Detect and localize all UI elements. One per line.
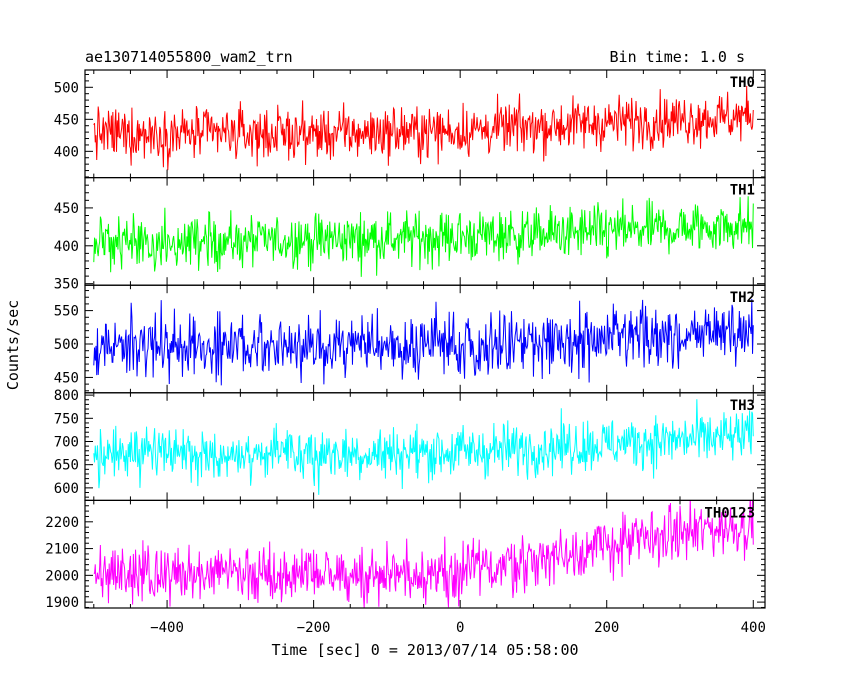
panel-th0: 400 450 500 TH0 [54, 69, 766, 179]
x-axis-tick-labels: −400 −200 0 200 400 [150, 620, 766, 636]
chart-title-left: ae130714055800_wam2_trn [85, 48, 293, 66]
series-line-th1 [93, 196, 754, 277]
y-tick-label: 750 [54, 411, 79, 427]
panel-th2: 450 500 550 TH2 [54, 284, 766, 394]
y-tick-label: 500 [54, 80, 79, 96]
x-axis-label: Time [sec] 0 = 2013/07/14 05:58:00 [271, 641, 578, 659]
series-label-th1: TH1 [730, 183, 755, 199]
series-label-th0: TH0 [730, 75, 755, 91]
x-tick-label: 400 [741, 620, 766, 636]
series-label-th0123: TH0123 [704, 505, 755, 521]
series-label-th3: TH3 [730, 398, 755, 414]
y-tick-label: 700 [54, 434, 79, 450]
x-tick-label: 200 [594, 620, 619, 636]
y-axis-label: Counts/sec [4, 300, 22, 390]
series-line-th3 [93, 399, 754, 495]
series-line-th2 [93, 298, 754, 386]
chart-title-right: Bin time: 1.0 s [610, 48, 745, 66]
y-tick-label: 2100 [45, 542, 79, 558]
x-tick-label: −200 [297, 620, 331, 636]
y-tick-label: 1900 [45, 595, 79, 611]
y-tick-label: 400 [54, 144, 79, 160]
y-tick-label: 450 [54, 201, 79, 217]
panel-th1: 350 400 450 TH1 [54, 177, 766, 293]
series-label-th2: TH2 [730, 290, 755, 306]
y-tick-label: 400 [54, 239, 79, 255]
y-tick-label: 450 [54, 112, 79, 128]
panel-th3: 600 650 700 750 800 TH3 [54, 388, 766, 501]
series-line-th0123 [93, 500, 754, 608]
y-tick-label: 2000 [45, 568, 79, 584]
y-tick-label: 800 [54, 388, 79, 404]
y-tick-label: 450 [54, 370, 79, 386]
series-line-th0 [93, 85, 754, 171]
y-tick-label: 500 [54, 337, 79, 353]
y-tick-label: 600 [54, 481, 79, 497]
x-tick-label: 0 [456, 620, 464, 636]
x-tick-label: −400 [150, 620, 184, 636]
y-tick-label: 650 [54, 458, 79, 474]
y-tick-label: 2200 [45, 515, 79, 531]
panel-th0123: 1900 2000 2100 2200 TH0123 [45, 499, 766, 611]
panel-frame [84, 177, 766, 286]
y-tick-label: 550 [54, 304, 79, 320]
y-tick-label: 350 [54, 277, 79, 293]
